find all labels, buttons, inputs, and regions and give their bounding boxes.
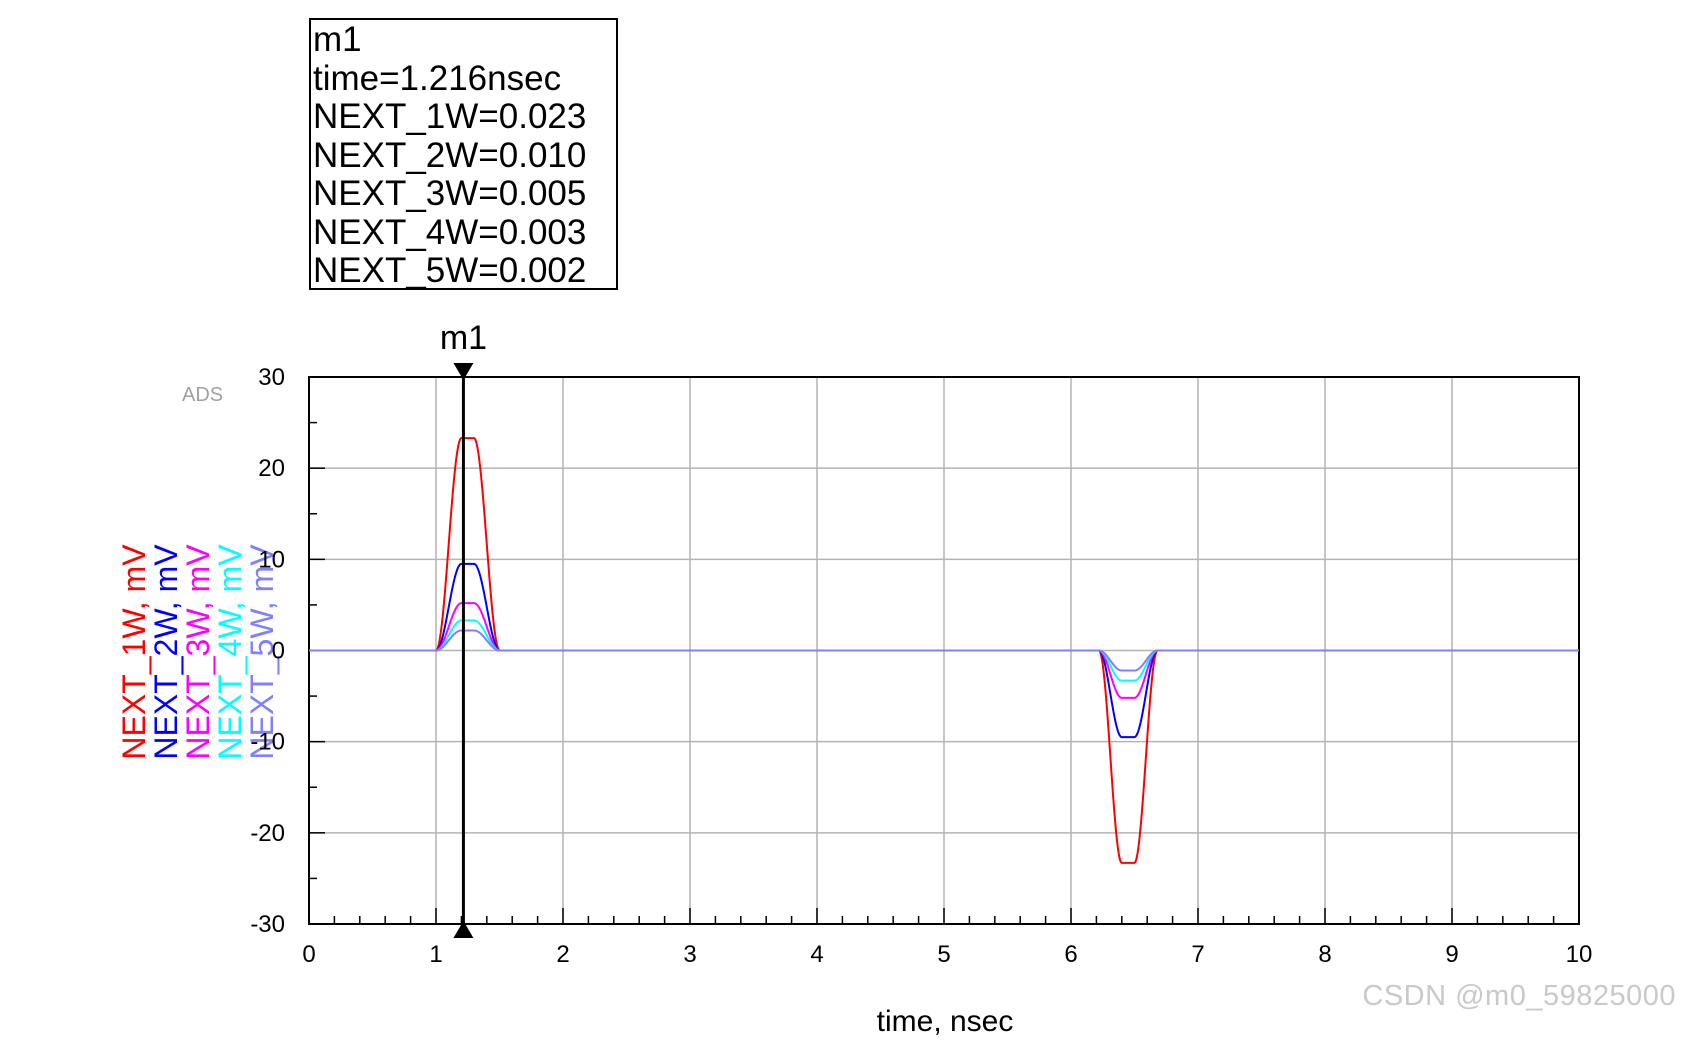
marker-name: m1: [313, 20, 362, 59]
marker-value-next-4w: NEXT_4W=0.003: [313, 212, 587, 252]
x-axis-label: time, nsec: [876, 1005, 1014, 1038]
x-tick-label: 4: [810, 941, 823, 968]
marker-value-next-2w: NEXT_2W=0.010: [313, 135, 587, 175]
x-tick-label: 9: [1445, 941, 1458, 968]
marker-bottom-triangle: [453, 921, 474, 938]
y-tick-label: 30: [258, 364, 285, 391]
x-tick-label: 1: [429, 941, 442, 968]
marker-value-next-3w: NEXT_3W=0.005: [313, 174, 587, 213]
y-tick-label: -20: [250, 820, 285, 847]
y-tick-label: 10: [258, 546, 285, 573]
marker-value-next-5w: NEXT_5W=0.002: [313, 251, 587, 290]
x-tick-label: 8: [1318, 941, 1331, 968]
x-tick-label: 0: [302, 941, 315, 968]
x-tick-label: 6: [1064, 941, 1077, 968]
marker-label: m1: [440, 319, 487, 357]
marker-readout-box: m1 time=1.216nsec NEXT_1W=0.023 NEXT_2W=…: [309, 18, 618, 290]
y-tick-label: 20: [258, 455, 285, 482]
ads-label: ADS: [182, 384, 224, 406]
x-tick-label: 10: [1566, 941, 1593, 968]
x-tick-label: 7: [1191, 941, 1204, 968]
y-tick-label: -10: [250, 729, 285, 756]
marker-top-triangle: [453, 363, 474, 380]
marker-time: time=1.216nsec: [313, 58, 562, 98]
x-tick-label: 5: [937, 941, 950, 968]
x-tick-label: 3: [683, 941, 696, 968]
y-tick-label: 0: [272, 638, 285, 665]
marker-value-next-1w: NEXT_1W=0.023: [313, 97, 587, 136]
series-next-5w: [309, 629, 1579, 672]
y-tick-label: -30: [250, 911, 285, 938]
x-tick-label: 2: [556, 941, 569, 968]
watermark: CSDN @m0_59825000: [1362, 980, 1676, 1012]
